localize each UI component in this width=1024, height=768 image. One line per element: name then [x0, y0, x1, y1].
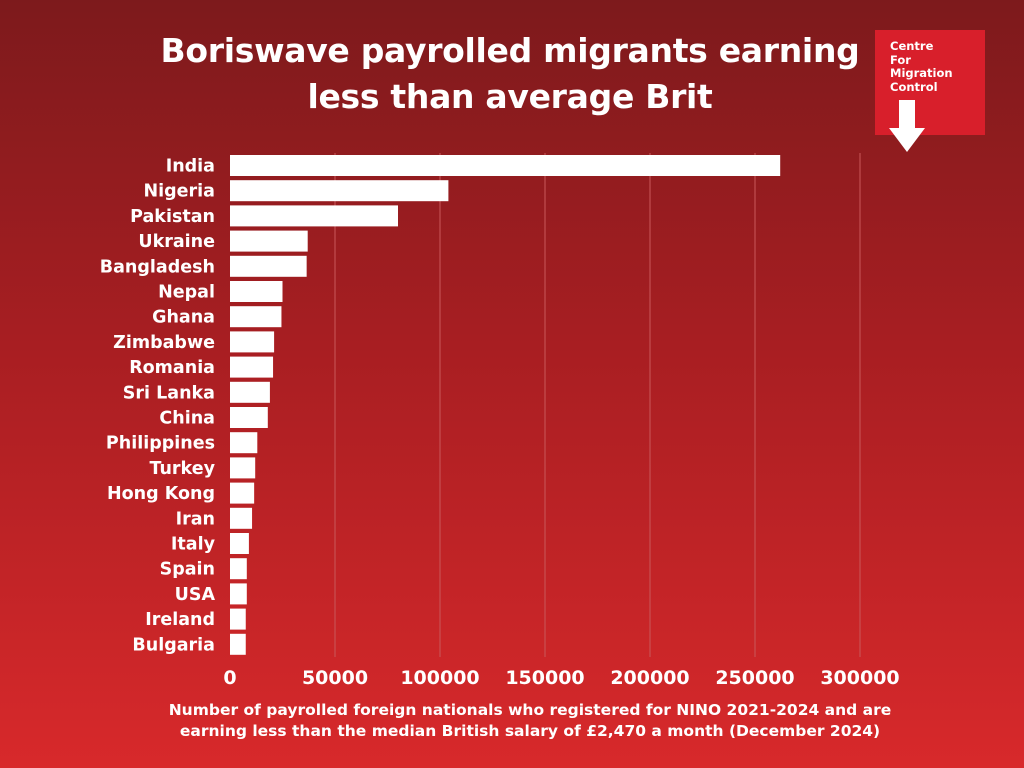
bar: [230, 281, 283, 302]
footnote-line-1: Number of payrolled foreign nationals wh…: [168, 701, 892, 719]
x-tick-label: 250000: [715, 667, 794, 689]
bar: [230, 507, 253, 529]
bar: [230, 205, 398, 227]
x-tick-label: 150000: [505, 667, 584, 689]
category-label: Italy: [171, 535, 216, 555]
bar: [230, 356, 274, 378]
x-tick-label: 300000: [820, 667, 899, 689]
bar: [230, 381, 270, 403]
footnote-line-2: earning less than the median British sal…: [179, 722, 881, 740]
x-tick-label: 0: [223, 667, 236, 689]
category-label: Ghana: [152, 308, 215, 328]
x-tick-label: 100000: [400, 667, 479, 689]
category-label: Romania: [129, 358, 215, 378]
logo-line-1: Centre: [890, 39, 934, 53]
bar: [230, 583, 247, 605]
category-label: Spain: [160, 560, 215, 580]
bar: [230, 306, 282, 328]
bar: [230, 482, 255, 504]
category-label: Nepal: [158, 283, 215, 303]
logo-line-3: Migration: [890, 66, 953, 80]
category-label: Ukraine: [138, 232, 215, 252]
category-label: USA: [175, 585, 216, 605]
gridlines: [334, 153, 861, 657]
down-arrow-icon: [889, 100, 925, 152]
category-label: Pakistan: [130, 207, 215, 227]
chart-title-line-2: less than average Brit: [307, 77, 713, 116]
logo-line-2: For: [890, 52, 911, 67]
bar: [230, 633, 246, 655]
category-label: Iran: [176, 509, 215, 529]
category-label: Turkey: [149, 459, 215, 479]
logo-line-4: Control: [890, 79, 938, 94]
chart-title: Boriswave payrolled migrants earning les…: [120, 28, 900, 120]
bar: [230, 255, 307, 277]
logo-text: Centre For Migration Control: [890, 39, 953, 94]
bar: [230, 533, 249, 554]
x-tick-label: 50000: [302, 667, 368, 689]
bar: [230, 608, 246, 630]
x-tick-label: 200000: [610, 667, 689, 689]
bar: [230, 230, 308, 252]
category-label: India: [166, 157, 215, 177]
category-label: Philippines: [106, 434, 215, 454]
category-label: Bangladesh: [100, 257, 215, 277]
category-label: Ireland: [145, 610, 215, 630]
category-label: China: [159, 409, 215, 429]
bar: [230, 457, 256, 479]
bars: [230, 155, 781, 655]
category-label: Bulgaria: [132, 635, 215, 655]
category-label: Zimbabwe: [113, 333, 215, 353]
category-labels: India Nigeria Pakistan Ukraine Bangladesh Nep…: [100, 157, 216, 656]
chart-footnote: Number of payrolled foreign nationals wh…: [100, 700, 960, 742]
category-label: Nigeria: [144, 182, 215, 202]
bar: [230, 155, 781, 176]
bar: [230, 558, 247, 580]
chart-title-line-1: Boriswave payrolled migrants earning: [160, 31, 860, 70]
bar: [230, 180, 449, 202]
bar: [230, 432, 258, 454]
bar: [230, 407, 268, 428]
category-label: Sri Lanka: [123, 383, 215, 403]
centre-for-migration-control-logo: Centre For Migration Control: [875, 30, 985, 152]
x-axis-tick-labels: 0 50000 100000 150000 200000 250000 300000: [223, 667, 899, 689]
bar: [230, 331, 275, 353]
category-label: Hong Kong: [107, 484, 215, 504]
